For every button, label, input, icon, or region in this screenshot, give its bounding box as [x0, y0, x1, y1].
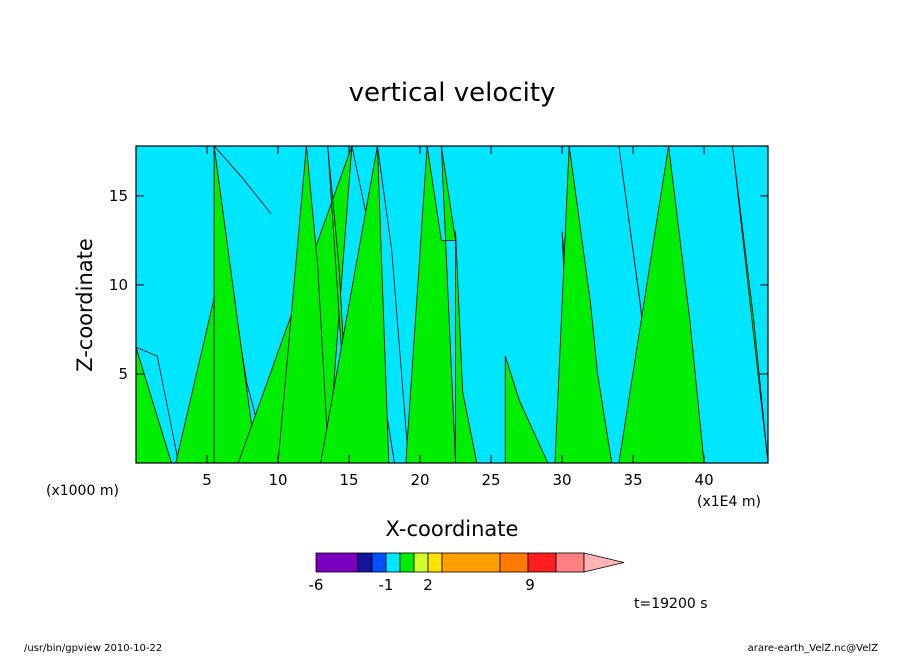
- plot-frame: [135, 145, 769, 464]
- plot-area: [135, 145, 769, 464]
- colorbar-tick-label: 2: [423, 576, 433, 594]
- x-tick-label: 5: [202, 471, 212, 489]
- footer-left: /usr/bin/gpview 2010-10-22: [24, 643, 162, 654]
- y-tick-label: 5: [118, 365, 128, 383]
- updraft-region: [136, 346, 179, 463]
- footer-right: arare-earth_VelZ.nc@VelZ: [748, 643, 879, 654]
- updraft-regions: [136, 146, 768, 463]
- chart-title: vertical velocity: [349, 78, 556, 108]
- updraft-region: [320, 146, 410, 463]
- x-unit-right: (x1E4 m): [697, 494, 761, 510]
- colorbar-swatch: [427, 552, 443, 573]
- colorbar-swatch: [357, 552, 373, 573]
- colorbar-swatch: [315, 552, 359, 573]
- colorbar-tick-labels: -6 -1 2 9: [309, 576, 535, 594]
- colorbar-tick-label: 9: [525, 576, 535, 594]
- y-axis-label: Z-coordinate: [73, 238, 97, 372]
- x-tick-label: 30: [553, 471, 572, 489]
- x-axis-ticks: 5 10 15 20 25 30 35 40: [202, 146, 714, 489]
- x-axis-label: X-coordinate: [386, 517, 519, 541]
- updraft-region: [618, 146, 768, 463]
- x-tick-label: 20: [410, 471, 429, 489]
- y-tick-label: 15: [109, 187, 128, 205]
- x-tick-label: 15: [339, 471, 358, 489]
- x-tick-label: 40: [695, 471, 714, 489]
- colorbar-swatch: [441, 552, 501, 573]
- colorbar-swatch: [371, 552, 387, 573]
- colorbar-tick-label: -1: [379, 576, 394, 594]
- x-unit-left: (x1000 m): [46, 483, 119, 499]
- x-tick-label: 35: [624, 471, 643, 489]
- y-axis-ticks: 5 10 15: [109, 187, 768, 383]
- colorbar-swatch: [499, 552, 529, 573]
- time-label: t=19200 s: [634, 596, 708, 612]
- colorbar-swatch: [385, 552, 401, 573]
- updraft-region: [213, 146, 272, 463]
- colorbar-tick-label: -6: [309, 576, 324, 594]
- x-tick-label: 25: [482, 471, 501, 489]
- colorbar-swatch: [555, 552, 585, 573]
- colorbar-swatch: [527, 552, 557, 573]
- y-tick-label: 10: [109, 276, 128, 294]
- colorbar-extend-arrow: [583, 552, 625, 573]
- colorbar-swatch: [399, 552, 415, 573]
- x-tick-label: 10: [268, 471, 287, 489]
- colorbar: [315, 552, 625, 573]
- colorbar-swatch: [413, 552, 429, 573]
- updraft-region: [554, 146, 662, 463]
